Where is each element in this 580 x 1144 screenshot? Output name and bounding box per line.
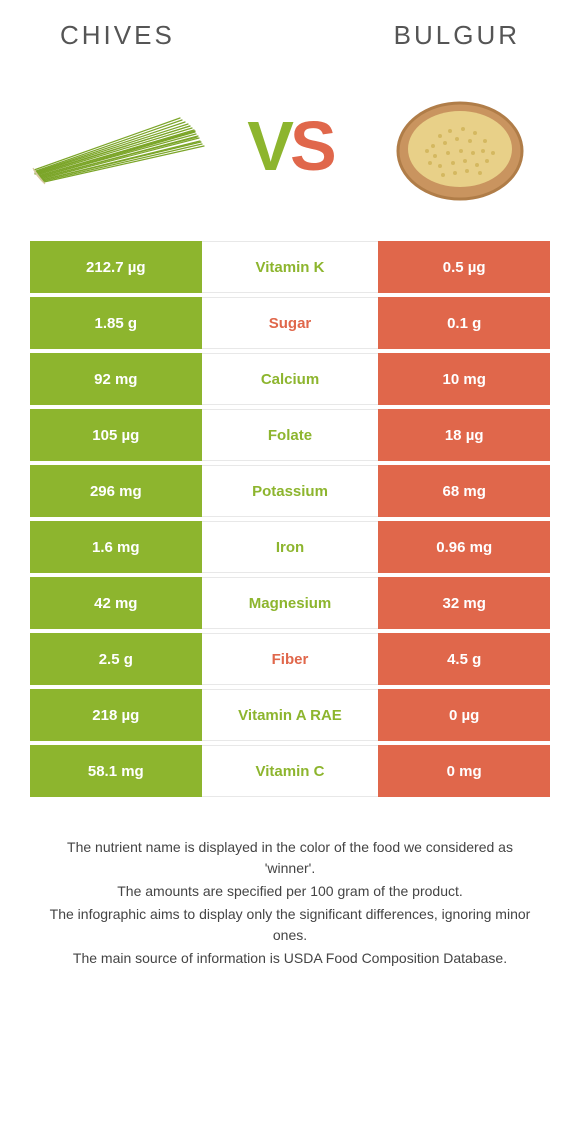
comparison-infographic: Chives Bulgur: [0, 0, 580, 991]
table-row: 1.6 mgIron0.96 mg: [30, 521, 550, 573]
footnotes: The nutrient name is displayed in the co…: [30, 837, 550, 969]
left-value: 42 mg: [30, 577, 202, 629]
left-value: 296 mg: [30, 465, 202, 517]
vs-v: V: [247, 107, 290, 185]
nutrient-name: Fiber: [202, 633, 379, 685]
right-value: 0.5 µg: [378, 241, 550, 293]
table-row: 218 µgVitamin A RAE0 µg: [30, 689, 550, 741]
nutrient-name: Sugar: [202, 297, 379, 349]
nutrient-name: Magnesium: [202, 577, 379, 629]
right-value: 18 µg: [378, 409, 550, 461]
table-row: 92 mgCalcium10 mg: [30, 353, 550, 405]
vs-label: VS: [247, 106, 332, 186]
right-value: 0 mg: [378, 745, 550, 797]
footnote-line: The nutrient name is displayed in the co…: [40, 837, 540, 879]
left-value: 105 µg: [30, 409, 202, 461]
nutrient-name: Potassium: [202, 465, 379, 517]
left-value: 2.5 g: [30, 633, 202, 685]
right-value: 0.96 mg: [378, 521, 550, 573]
nutrient-name: Vitamin C: [202, 745, 379, 797]
footnote-line: The amounts are specified per 100 gram o…: [40, 881, 540, 902]
left-value: 212.7 µg: [30, 241, 202, 293]
nutrient-name: Vitamin A RAE: [202, 689, 379, 741]
hero-row: VS: [30, 61, 550, 241]
right-value: 0.1 g: [378, 297, 550, 349]
nutrient-name: Calcium: [202, 353, 379, 405]
left-value: 1.6 mg: [30, 521, 202, 573]
table-row: 296 mgPotassium68 mg: [30, 465, 550, 517]
table-row: 2.5 gFiber4.5 g: [30, 633, 550, 685]
table-row: 42 mgMagnesium32 mg: [30, 577, 550, 629]
footnote-line: The infographic aims to display only the…: [40, 904, 540, 946]
left-food-title: Chives: [60, 20, 175, 51]
vs-s: S: [290, 107, 333, 185]
right-value: 32 mg: [378, 577, 550, 629]
footnote-line: The main source of information is USDA F…: [40, 948, 540, 969]
nutrient-name: Iron: [202, 521, 379, 573]
bulgur-icon: [370, 81, 550, 211]
left-value: 58.1 mg: [30, 745, 202, 797]
nutrient-name: Folate: [202, 409, 379, 461]
table-row: 1.85 gSugar0.1 g: [30, 297, 550, 349]
right-value: 68 mg: [378, 465, 550, 517]
left-value: 1.85 g: [30, 297, 202, 349]
table-row: 212.7 µgVitamin K0.5 µg: [30, 241, 550, 293]
title-row: Chives Bulgur: [30, 20, 550, 61]
right-value: 10 mg: [378, 353, 550, 405]
chives-icon: [30, 81, 210, 211]
left-value: 92 mg: [30, 353, 202, 405]
table-row: 105 µgFolate18 µg: [30, 409, 550, 461]
nutrient-name: Vitamin K: [202, 241, 379, 293]
right-value: 0 µg: [378, 689, 550, 741]
right-food-title: Bulgur: [394, 20, 520, 51]
nutrient-table: 212.7 µgVitamin K0.5 µg1.85 gSugar0.1 g9…: [30, 241, 550, 797]
table-row: 58.1 mgVitamin C0 mg: [30, 745, 550, 797]
left-value: 218 µg: [30, 689, 202, 741]
right-value: 4.5 g: [378, 633, 550, 685]
